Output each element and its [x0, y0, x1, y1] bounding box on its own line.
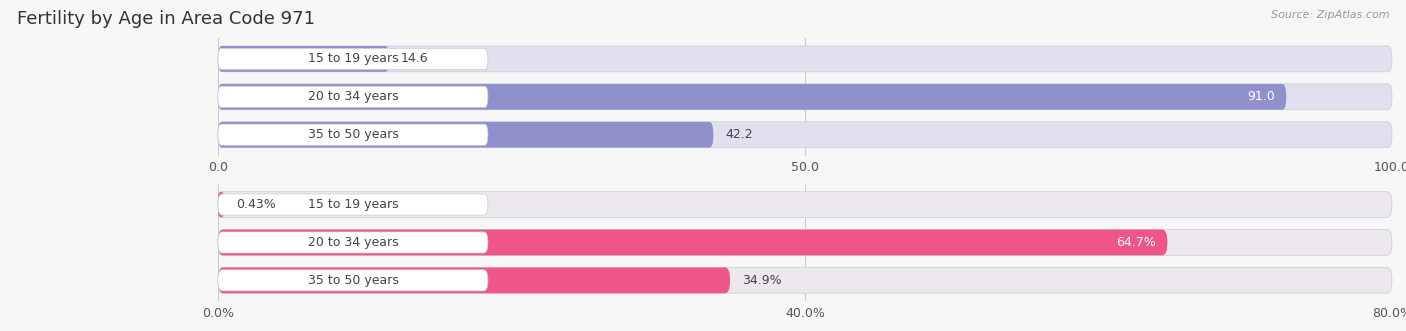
Text: 20 to 34 years: 20 to 34 years: [308, 236, 398, 249]
FancyBboxPatch shape: [218, 230, 1167, 255]
FancyBboxPatch shape: [218, 48, 488, 70]
Text: 15 to 19 years: 15 to 19 years: [308, 52, 398, 66]
Text: 34.9%: 34.9%: [742, 274, 782, 287]
Text: Fertility by Age in Area Code 971: Fertility by Age in Area Code 971: [17, 10, 315, 28]
Text: 91.0: 91.0: [1247, 90, 1275, 103]
FancyBboxPatch shape: [218, 84, 1286, 110]
FancyBboxPatch shape: [218, 230, 1392, 255]
FancyBboxPatch shape: [218, 232, 488, 253]
Text: 64.7%: 64.7%: [1116, 236, 1156, 249]
FancyBboxPatch shape: [218, 270, 488, 291]
Text: 35 to 50 years: 35 to 50 years: [308, 128, 398, 141]
Text: 20 to 34 years: 20 to 34 years: [308, 90, 398, 103]
FancyBboxPatch shape: [218, 122, 1392, 148]
FancyBboxPatch shape: [218, 267, 1392, 293]
Text: Source: ZipAtlas.com: Source: ZipAtlas.com: [1271, 10, 1389, 20]
FancyBboxPatch shape: [218, 122, 713, 148]
FancyBboxPatch shape: [218, 84, 1392, 110]
Text: 14.6: 14.6: [401, 52, 429, 66]
FancyBboxPatch shape: [218, 267, 730, 293]
FancyBboxPatch shape: [218, 46, 389, 72]
Text: 0.43%: 0.43%: [236, 198, 276, 211]
FancyBboxPatch shape: [218, 86, 488, 107]
FancyBboxPatch shape: [218, 192, 224, 217]
FancyBboxPatch shape: [218, 194, 488, 215]
Text: 15 to 19 years: 15 to 19 years: [308, 198, 398, 211]
Text: 42.2: 42.2: [725, 128, 752, 141]
FancyBboxPatch shape: [218, 124, 488, 145]
FancyBboxPatch shape: [218, 192, 1392, 217]
FancyBboxPatch shape: [218, 46, 1392, 72]
Text: 35 to 50 years: 35 to 50 years: [308, 274, 398, 287]
